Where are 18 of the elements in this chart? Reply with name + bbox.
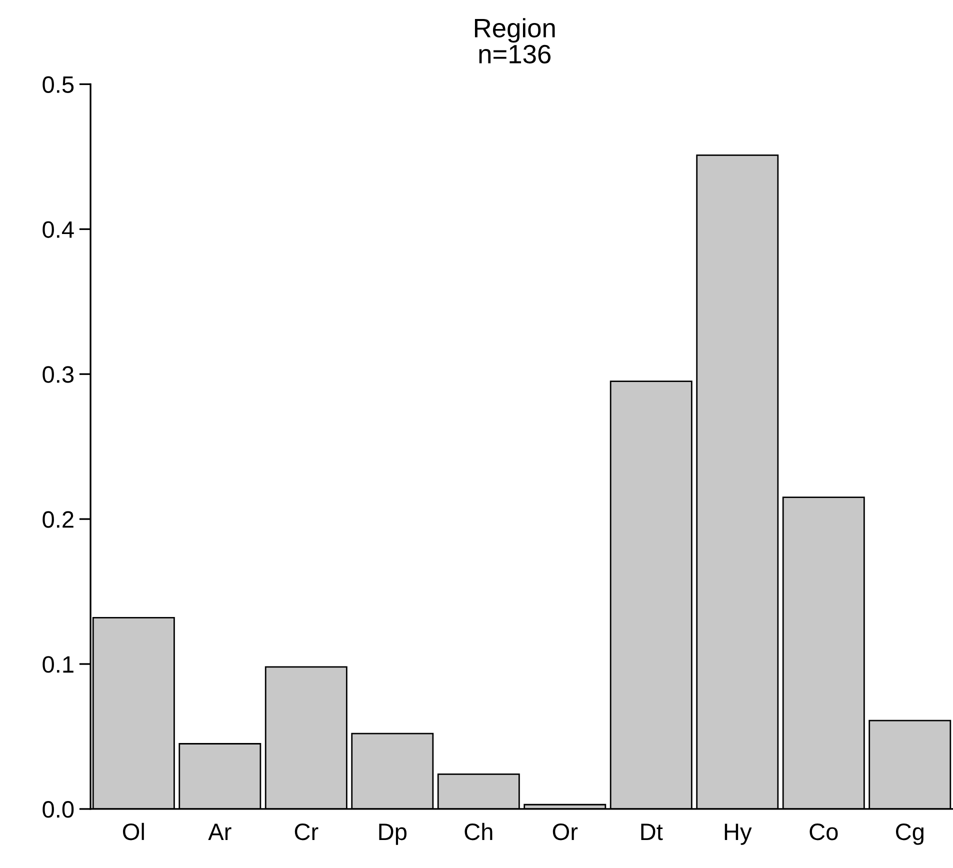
y-tick-label: 0.5	[42, 76, 74, 93]
y-tick-label: 0.1	[42, 656, 74, 673]
x-tick-label: Ol	[122, 822, 144, 840]
x-tick-label: Ar	[208, 824, 232, 840]
x-tick-label: Or	[552, 823, 578, 840]
chart-subtitle: n=136	[479, 44, 551, 64]
x-tick-label: Dt	[641, 824, 663, 840]
x-tick-label: Cg	[896, 823, 924, 845]
chart-title: Region	[474, 18, 555, 43]
y-tick-label: 0.0	[42, 801, 74, 818]
x-tick-label: Hy	[724, 824, 752, 845]
x-tick-label: Dp	[379, 824, 406, 845]
x-tick-label: Ch	[464, 822, 492, 840]
y-tick-label: 0.4	[42, 221, 74, 238]
x-tick-label: Cr	[294, 823, 318, 840]
y-tick-label: 0.2	[42, 511, 74, 528]
x-tick-label: Co	[810, 823, 838, 840]
y-tick-label: 0.3	[42, 366, 74, 383]
